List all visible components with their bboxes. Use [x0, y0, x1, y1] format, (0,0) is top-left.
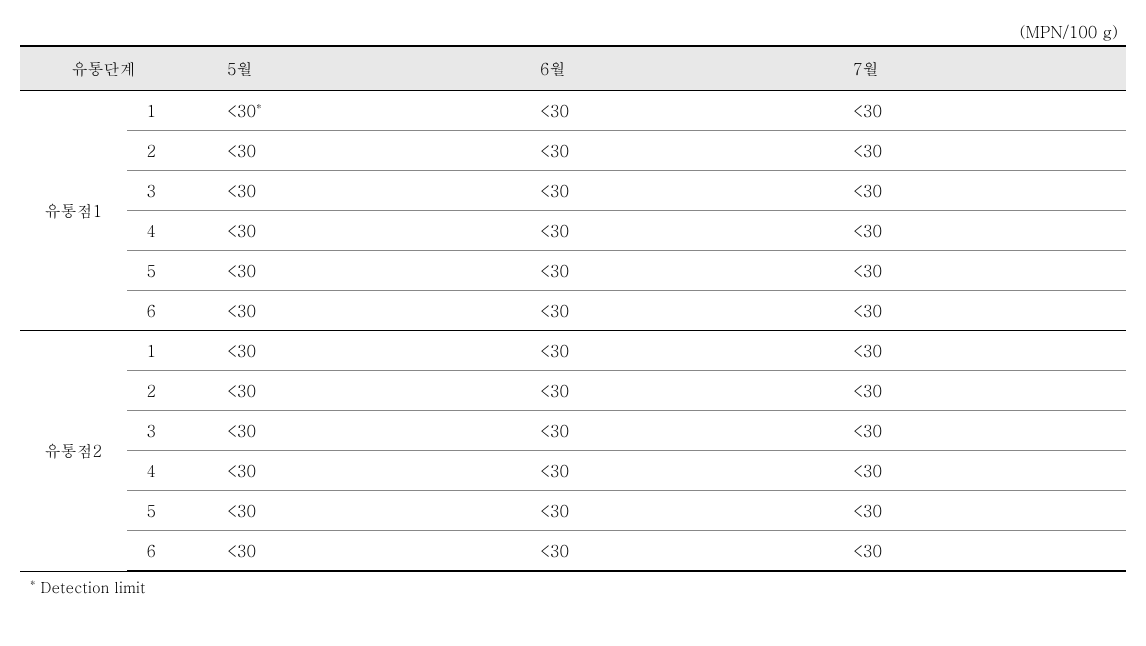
footnote-marker: * [30, 576, 36, 591]
value-cell: <30 [500, 211, 813, 251]
value-cell: <30 [187, 491, 500, 531]
value-cell: <30 [187, 131, 500, 171]
col-header-m5: 5월 [187, 46, 500, 91]
value-cell: <30 [813, 251, 1126, 291]
footnote-text: Detection limit [41, 577, 146, 598]
row-number: 6 [127, 291, 187, 331]
value-cell: <30 [813, 371, 1126, 411]
row-number: 1 [127, 331, 187, 371]
table-row: 6<30<30<30 [20, 291, 1126, 331]
table-row: 4<30<30<30 [20, 211, 1126, 251]
value-cell: <30 [187, 291, 500, 331]
value-cell: <30 [813, 451, 1126, 491]
row-number: 4 [127, 451, 187, 491]
value-cell: <30 [500, 91, 813, 131]
value-cell: <30 [187, 411, 500, 451]
value-cell: <30 [187, 211, 500, 251]
value-cell: <30 [813, 291, 1126, 331]
table-row: 3<30<30<30 [20, 411, 1126, 451]
value-cell: <30 [500, 451, 813, 491]
table-body: 유통점11<30*<30<302<30<30<303<30<30<304<30<… [20, 91, 1126, 572]
value-cell: <30 [813, 411, 1126, 451]
value-cell: <30 [813, 491, 1126, 531]
table-row: 2<30<30<30 [20, 371, 1126, 411]
value-cell: <30 [187, 331, 500, 371]
table-row: 2<30<30<30 [20, 131, 1126, 171]
value-cell: <30 [500, 371, 813, 411]
value-cell: <30 [500, 251, 813, 291]
table-row: 유통점11<30*<30<30 [20, 91, 1126, 131]
value-cell: <30 [813, 91, 1126, 131]
table-row: 3<30<30<30 [20, 171, 1126, 211]
value-cell: <30 [500, 491, 813, 531]
data-table: 유통단계 5월 6월 7월 유통점11<30*<30<302<30<30<303… [20, 45, 1126, 572]
value-cell: <30 [187, 451, 500, 491]
value-cell: <30 [813, 331, 1126, 371]
row-number: 6 [127, 531, 187, 572]
value-cell: <30 [187, 251, 500, 291]
value-cell: <30 [500, 291, 813, 331]
row-number: 2 [127, 371, 187, 411]
col-header-m7: 7월 [813, 46, 1126, 91]
value-cell: <30 [813, 211, 1126, 251]
col-header-m6: 6월 [500, 46, 813, 91]
table-row: 5<30<30<30 [20, 251, 1126, 291]
value-cell: <30 [813, 171, 1126, 211]
value-cell: <30 [187, 371, 500, 411]
table-row: 4<30<30<30 [20, 451, 1126, 491]
table-row: 6<30<30<30 [20, 531, 1126, 572]
table-container: (MPN/100 g) 유통단계 5월 6월 7월 유통점11<30*<30<3… [20, 20, 1126, 598]
value-cell: <30 [187, 171, 500, 211]
value-cell: <30 [500, 331, 813, 371]
header-row: 유통단계 5월 6월 7월 [20, 46, 1126, 91]
row-number: 3 [127, 171, 187, 211]
col-header-stage: 유통단계 [20, 46, 187, 91]
value-cell: <30 [500, 171, 813, 211]
value-cell: <30 [500, 131, 813, 171]
stage-cell: 유통점2 [20, 331, 127, 572]
value-cell: <30 [187, 531, 500, 572]
row-number: 2 [127, 131, 187, 171]
row-number: 4 [127, 211, 187, 251]
stage-cell: 유통점1 [20, 91, 127, 331]
value-cell: <30 [813, 531, 1126, 572]
row-number: 3 [127, 411, 187, 451]
row-number: 5 [127, 491, 187, 531]
row-number: 5 [127, 251, 187, 291]
value-cell: <30 [500, 411, 813, 451]
value-cell: <30 [500, 531, 813, 572]
unit-label: (MPN/100 g) [20, 20, 1126, 45]
table-row: 유통점21<30<30<30 [20, 331, 1126, 371]
table-row: 5<30<30<30 [20, 491, 1126, 531]
value-cell: <30* [187, 91, 500, 131]
footnote: * Detection limit [20, 572, 1126, 598]
value-cell: <30 [813, 131, 1126, 171]
row-number: 1 [127, 91, 187, 131]
